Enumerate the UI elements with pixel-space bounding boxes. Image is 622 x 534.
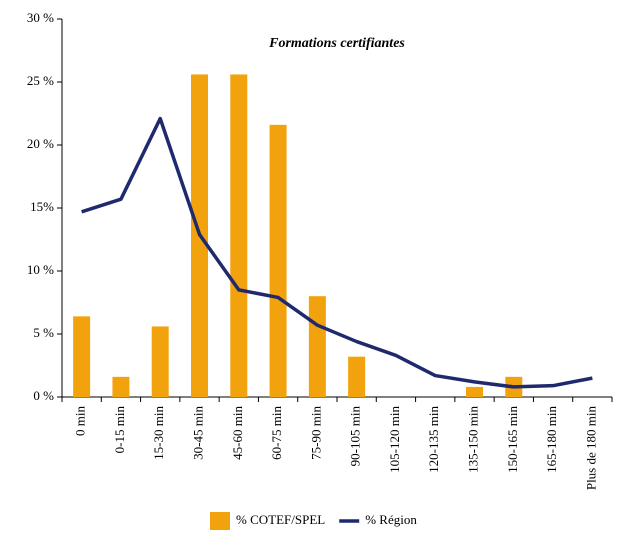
x-tick-label: 150-165 min bbox=[505, 406, 520, 473]
x-tick-label: 0-15 min bbox=[112, 406, 127, 454]
chart-title: Formations certifiantes bbox=[268, 36, 405, 51]
y-tick-label: 10 % bbox=[27, 262, 54, 277]
x-tick-label: 30-45 min bbox=[190, 406, 205, 460]
legend-swatch bbox=[210, 512, 230, 530]
y-tick-label: 25 % bbox=[27, 73, 54, 88]
bar bbox=[348, 356, 366, 397]
bar bbox=[112, 376, 130, 397]
x-tick-label: 15-30 min bbox=[151, 406, 166, 460]
x-tick-label: 165-180 min bbox=[544, 406, 559, 473]
x-tick-label: 90-105 min bbox=[348, 406, 363, 467]
legend-label: % COTEF/SPEL bbox=[236, 512, 325, 527]
y-tick-label: 5 % bbox=[33, 325, 54, 340]
bar bbox=[308, 296, 326, 397]
line bbox=[81, 116, 593, 389]
bar bbox=[230, 74, 248, 397]
x-tick-label: 60-75 min bbox=[269, 406, 284, 460]
bar bbox=[466, 386, 483, 397]
x-tick-label: 0 min bbox=[73, 406, 88, 436]
x-tick-label: 105-120 min bbox=[387, 406, 402, 473]
y-tick-label: 30 % bbox=[27, 10, 54, 25]
bar bbox=[151, 326, 169, 397]
y-tick-label: 20 % bbox=[27, 136, 54, 151]
x-tick-label: 135-150 min bbox=[465, 406, 480, 473]
bar bbox=[73, 316, 91, 397]
y-tick-label: 15% bbox=[30, 199, 54, 214]
bar bbox=[269, 124, 287, 397]
legend-label: % Région bbox=[365, 512, 417, 527]
y-tick-label: 0 % bbox=[33, 388, 54, 403]
x-tick-label: 45-60 min bbox=[230, 406, 245, 460]
x-tick-label: Plus de 180 min bbox=[583, 406, 598, 491]
x-tick-label: 120-135 min bbox=[426, 406, 441, 473]
x-tick-label: 75-90 min bbox=[308, 406, 323, 460]
